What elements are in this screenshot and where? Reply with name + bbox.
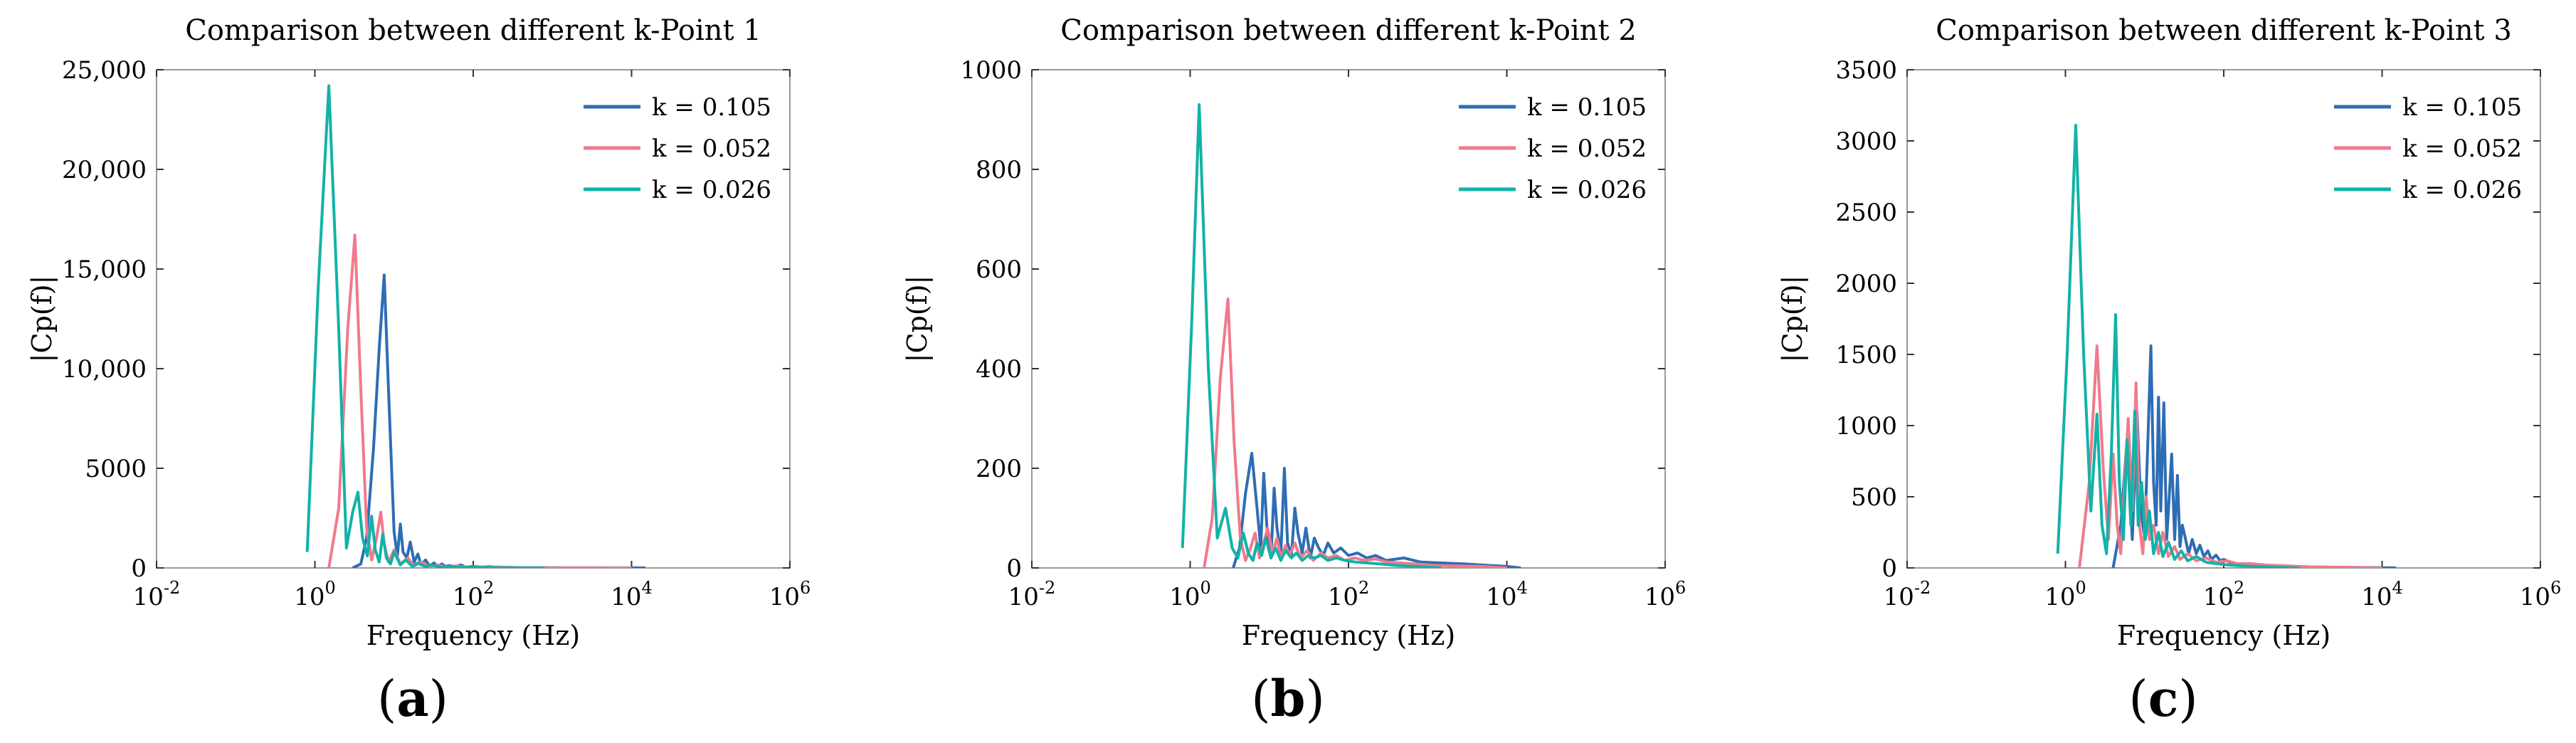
y-tick-label-c-4: 2000 [1835,270,1897,298]
chart-title-c: Comparison between different k-Point 3 [1936,14,2512,47]
x-tick-label-a-3: 104 [611,578,653,611]
x-axis-label-a: Frequency (Hz) [366,620,580,651]
x-tick-label-a-4: 106 [769,578,811,611]
y-axis-label-a: |Cp(f)| [26,275,58,363]
x-tick-label-a-0: 10-2 [133,578,181,611]
series-line-b-2 [1181,103,1442,568]
y-tick-label-a-4: 20,000 [62,156,147,184]
y-tick-label-c-6: 3000 [1835,127,1897,156]
legend-label-c-1: k = 0.052 [2402,135,2522,163]
legend-label-b-1: k = 0.052 [1527,135,1647,163]
chart-b: Comparison between different k-Point 2 0 2… [902,14,1686,651]
y-tick-label-c-1: 500 [1851,483,1897,512]
x-tick-label-c-0: 10-2 [1884,578,1931,611]
x-tick-label-a-1: 100 [294,578,336,611]
x-tick-label-c-1: 100 [2044,578,2086,611]
legend-label-a-0: k = 0.105 [652,93,771,122]
y-tick-label-b-4: 800 [976,156,1022,184]
y-tick-label-c-0: 0 [1881,554,1897,583]
y-tick-label-b-2: 400 [976,355,1022,384]
x-tick-label-b-1: 100 [1169,578,1211,611]
chart-title-b: Comparison between different k-Point 2 [1060,14,1637,47]
y-axis-label-c: |Cp(f)| [1777,275,1808,363]
y-tick-label-b-1: 200 [976,455,1022,483]
y-tick-label-a-0: 0 [131,554,147,583]
chart-panel-c: Comparison between different k-Point 3 0 5… [1751,0,2576,743]
x-tick-label-b-0: 10-2 [1008,578,1056,611]
legend-label-a-2: k = 0.026 [652,176,771,204]
series-line-a-2 [305,84,545,568]
y-tick-label-c-2: 1000 [1835,412,1897,441]
x-tick-label-b-2: 102 [1328,578,1370,611]
series-line-b-1 [1203,297,1507,568]
subfigure-label-b: (b) [1251,669,1325,728]
y-tick-label-c-5: 2500 [1835,199,1897,227]
chart-panel-b: Comparison between different k-Point 2 0 2… [875,0,1733,743]
y-axis-label-b: |Cp(f)| [902,275,933,363]
legend-label-c-2: k = 0.026 [2402,176,2522,204]
legend-label-b-0: k = 0.105 [1527,93,1647,122]
legend-label-b-2: k = 0.026 [1527,176,1647,204]
y-tick-label-c-7: 3500 [1835,56,1897,85]
chart-panel-a: Comparison between different k-Point 1 0 5… [0,0,858,743]
x-axis-label-c: Frequency (Hz) [2117,620,2330,651]
y-tick-label-b-5: 1000 [960,56,1022,85]
chart-c: Comparison between different k-Point 3 0 5… [1777,14,2562,651]
x-tick-label-c-2: 102 [2203,578,2245,611]
x-tick-label-a-2: 102 [453,578,495,611]
subfigure-label-c: (c) [2128,669,2198,728]
series-line-a-1 [327,233,632,568]
y-tick-label-a-2: 10,000 [62,355,147,384]
chart-title-a: Comparison between different k-Point 1 [185,14,761,47]
series-line-b-0 [1232,452,1521,568]
x-tick-label-b-4: 106 [1645,578,1686,611]
chart-a: Comparison between different k-Point 1 0 5… [26,14,811,651]
series-line-a-0 [352,273,646,568]
x-tick-label-c-3: 104 [2361,578,2403,611]
y-tick-label-c-3: 1500 [1835,341,1897,369]
x-axis-label-b: Frequency (Hz) [1242,620,1455,651]
subfigure-label-a: (a) [377,669,448,728]
y-tick-label-a-3: 15,000 [62,255,147,284]
y-tick-label-a-5: 25,000 [62,56,147,85]
legend-label-a-1: k = 0.052 [652,135,771,163]
y-tick-label-b-3: 600 [976,255,1022,284]
y-tick-label-a-1: 5000 [85,455,147,483]
legend-label-c-0: k = 0.105 [2402,93,2522,122]
x-tick-label-b-3: 104 [1486,578,1528,611]
x-tick-label-c-4: 106 [2520,578,2562,611]
series-line-c-2 [2056,124,2300,568]
y-tick-label-b-0: 0 [1006,554,1022,583]
